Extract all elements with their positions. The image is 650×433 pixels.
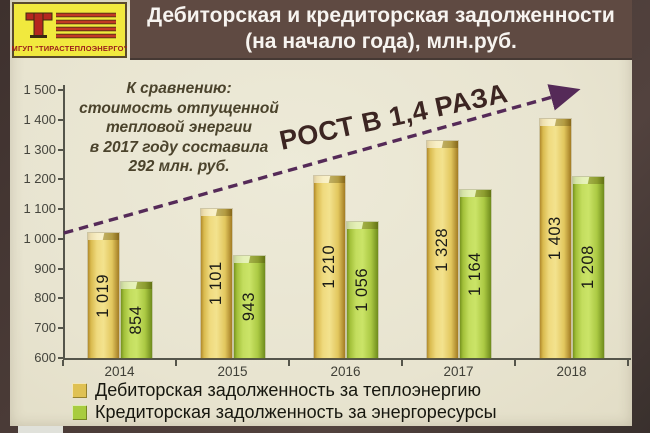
y-tick-label: 900 [34, 260, 56, 276]
bar-value-label: 1 210 [319, 245, 338, 290]
slide-title: Дебиторская и кредиторская задолженности… [130, 0, 632, 60]
legend-swatch-payables [72, 404, 87, 420]
bar-2014-series1: 854 [120, 282, 152, 358]
legend: Дебиторская задолженность за теплоэнерги… [72, 379, 497, 423]
y-tick [58, 89, 63, 91]
bar-2017-series1: 1 164 [459, 190, 491, 358]
y-tick-label: 1 400 [23, 111, 56, 127]
bar-2017-series0: 1 328 [426, 141, 458, 358]
y-tick-label: 700 [34, 320, 56, 336]
logo-text: МГУП "ТИРАСТЕПЛОЭНЕРГО" [11, 44, 128, 53]
note-line: в 2017 году составила [89, 138, 269, 156]
x-axis [63, 358, 631, 360]
legend-label-payables: Кредиторская задолженность за энергоресу… [95, 401, 497, 422]
y-tick-label: 1 200 [23, 171, 56, 187]
x-tick [175, 360, 177, 366]
y-tick-label: 1 100 [23, 201, 56, 217]
x-tick [401, 360, 403, 366]
bar-value-label: 1 164 [465, 252, 484, 296]
bar-value-label: 1 056 [352, 268, 371, 312]
title-line-1: Дебиторская и кредиторская задолженности [147, 4, 615, 27]
bar-value-label: 854 [126, 305, 145, 335]
bar-2016-series1: 1 056 [346, 222, 378, 358]
note-line: тепловой энергии [105, 119, 252, 136]
legend-label-receivables: Дебиторская задолженность за теплоэнерги… [95, 379, 481, 400]
y-tick [58, 178, 63, 181]
y-tick-label: 1 300 [23, 141, 56, 157]
slide: МГУП "ТИРАСТЕПЛОЭНЕРГО" Дебиторская и кр… [10, 0, 632, 426]
y-tick-label: 1 500 [23, 82, 56, 97]
x-tick [514, 360, 516, 366]
y-tick-label: 600 [34, 350, 56, 365]
y-tick [58, 148, 63, 151]
y-tick [58, 237, 63, 240]
y-tick-label: 1 000 [23, 230, 56, 246]
company-logo: МГУП "ТИРАСТЕПЛОЭНЕРГО" [12, 2, 127, 58]
comparison-note: К сравнению: стоимость отпущенной теплов… [65, 79, 293, 177]
x-category-label: 2016 [330, 364, 361, 379]
logo-icon [25, 12, 116, 39]
bar-value-label: 1 403 [545, 216, 564, 261]
x-category-label: 2017 [443, 364, 474, 379]
photo-reflection [18, 426, 63, 433]
x-category-label: 2015 [217, 364, 248, 379]
note-line: стоимость отпущенной [79, 99, 279, 117]
x-tick [288, 360, 290, 366]
y-tick [58, 297, 63, 300]
x-category-label: 2014 [104, 364, 135, 379]
bar-value-label: 1 328 [432, 227, 451, 272]
y-tick [58, 267, 63, 270]
bar-2016-series0: 1 210 [313, 176, 345, 358]
legend-item-receivables: Дебиторская задолженность за теплоэнерги… [72, 379, 497, 401]
bar-2015-series0: 1 101 [200, 208, 232, 358]
y-tick [58, 327, 63, 330]
bar-2018-series1: 1 208 [572, 176, 604, 358]
x-category-label: 2018 [556, 364, 587, 379]
y-tick-label: 800 [34, 290, 56, 306]
note-line: 292 млн. руб. [128, 158, 230, 175]
growth-label: РОСТ В 1,4 РАЗА [276, 77, 511, 156]
bar-value-label: 943 [239, 292, 258, 322]
bar-value-label: 1 208 [578, 245, 597, 290]
bar-value-label: 1 101 [206, 261, 225, 306]
note-line: К сравнению: [126, 80, 232, 97]
y-tick [58, 118, 63, 121]
x-tick [627, 360, 629, 366]
x-tick [62, 360, 64, 366]
title-line-2: (на начало года), млн.руб. [245, 30, 517, 53]
legend-item-payables: Кредиторская задолженность за энергоресу… [72, 401, 497, 423]
y-tick [58, 208, 63, 211]
legend-swatch-receivables [72, 382, 87, 398]
y-tick [58, 357, 63, 359]
bar-value-label: 1 019 [93, 273, 112, 318]
bar-2014-series0: 1 019 [87, 233, 119, 358]
bar-2015-series1: 943 [233, 255, 265, 358]
bar-2018-series0: 1 403 [539, 118, 571, 358]
